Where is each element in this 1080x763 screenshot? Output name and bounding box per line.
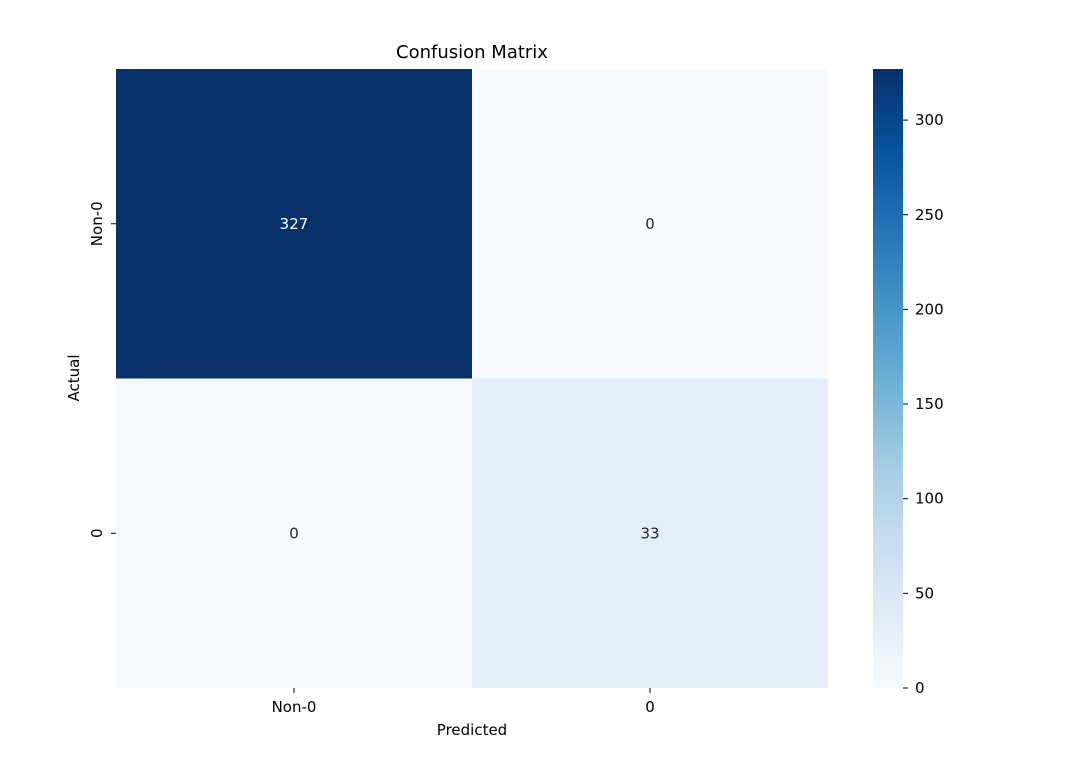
colorbar-tick-label: 200 [915,300,944,318]
colorbar-tick-label: 150 [915,395,944,413]
colorbar [873,69,903,688]
x-axis-label: Predicted [437,721,507,739]
cell-annotation-r1-c0: 0 [289,524,299,542]
y-tick-labels: Non-0 0 [88,201,116,538]
cell-annotation-r0-c1: 0 [645,215,655,233]
heatmap-cells [116,69,828,688]
y-tick-label: Non-0 [88,201,106,246]
cell-annotation-r0-c0: 327 [280,215,309,233]
colorbar-tick-label: 300 [915,111,944,129]
colorbar-tick-label: 250 [915,206,944,224]
heatmap-cell-r0-c1 [472,69,828,379]
y-axis-label: Actual [65,355,83,402]
heatmap-cell-r1-c0 [116,378,472,688]
cell-annotations: 327 0 0 33 [280,215,660,543]
x-tick-labels: Non-0 0 [272,688,655,716]
colorbar-tick-label: 100 [915,490,944,508]
heatmap-cell-r1-c1 [472,378,828,688]
x-tick-label: Non-0 [272,698,317,716]
colorbar-ticks: 0 50 100 150 200 250 300 [903,111,944,697]
cell-annotation-r1-c1: 33 [640,524,659,542]
heatmap-cell-r0-c0 [116,69,472,379]
colorbar-tick-label: 50 [915,584,934,602]
x-tick-label: 0 [645,698,655,716]
y-tick-label: 0 [88,528,106,538]
chart-title: Confusion Matrix [396,42,548,63]
colorbar-tick-label: 0 [915,679,925,697]
